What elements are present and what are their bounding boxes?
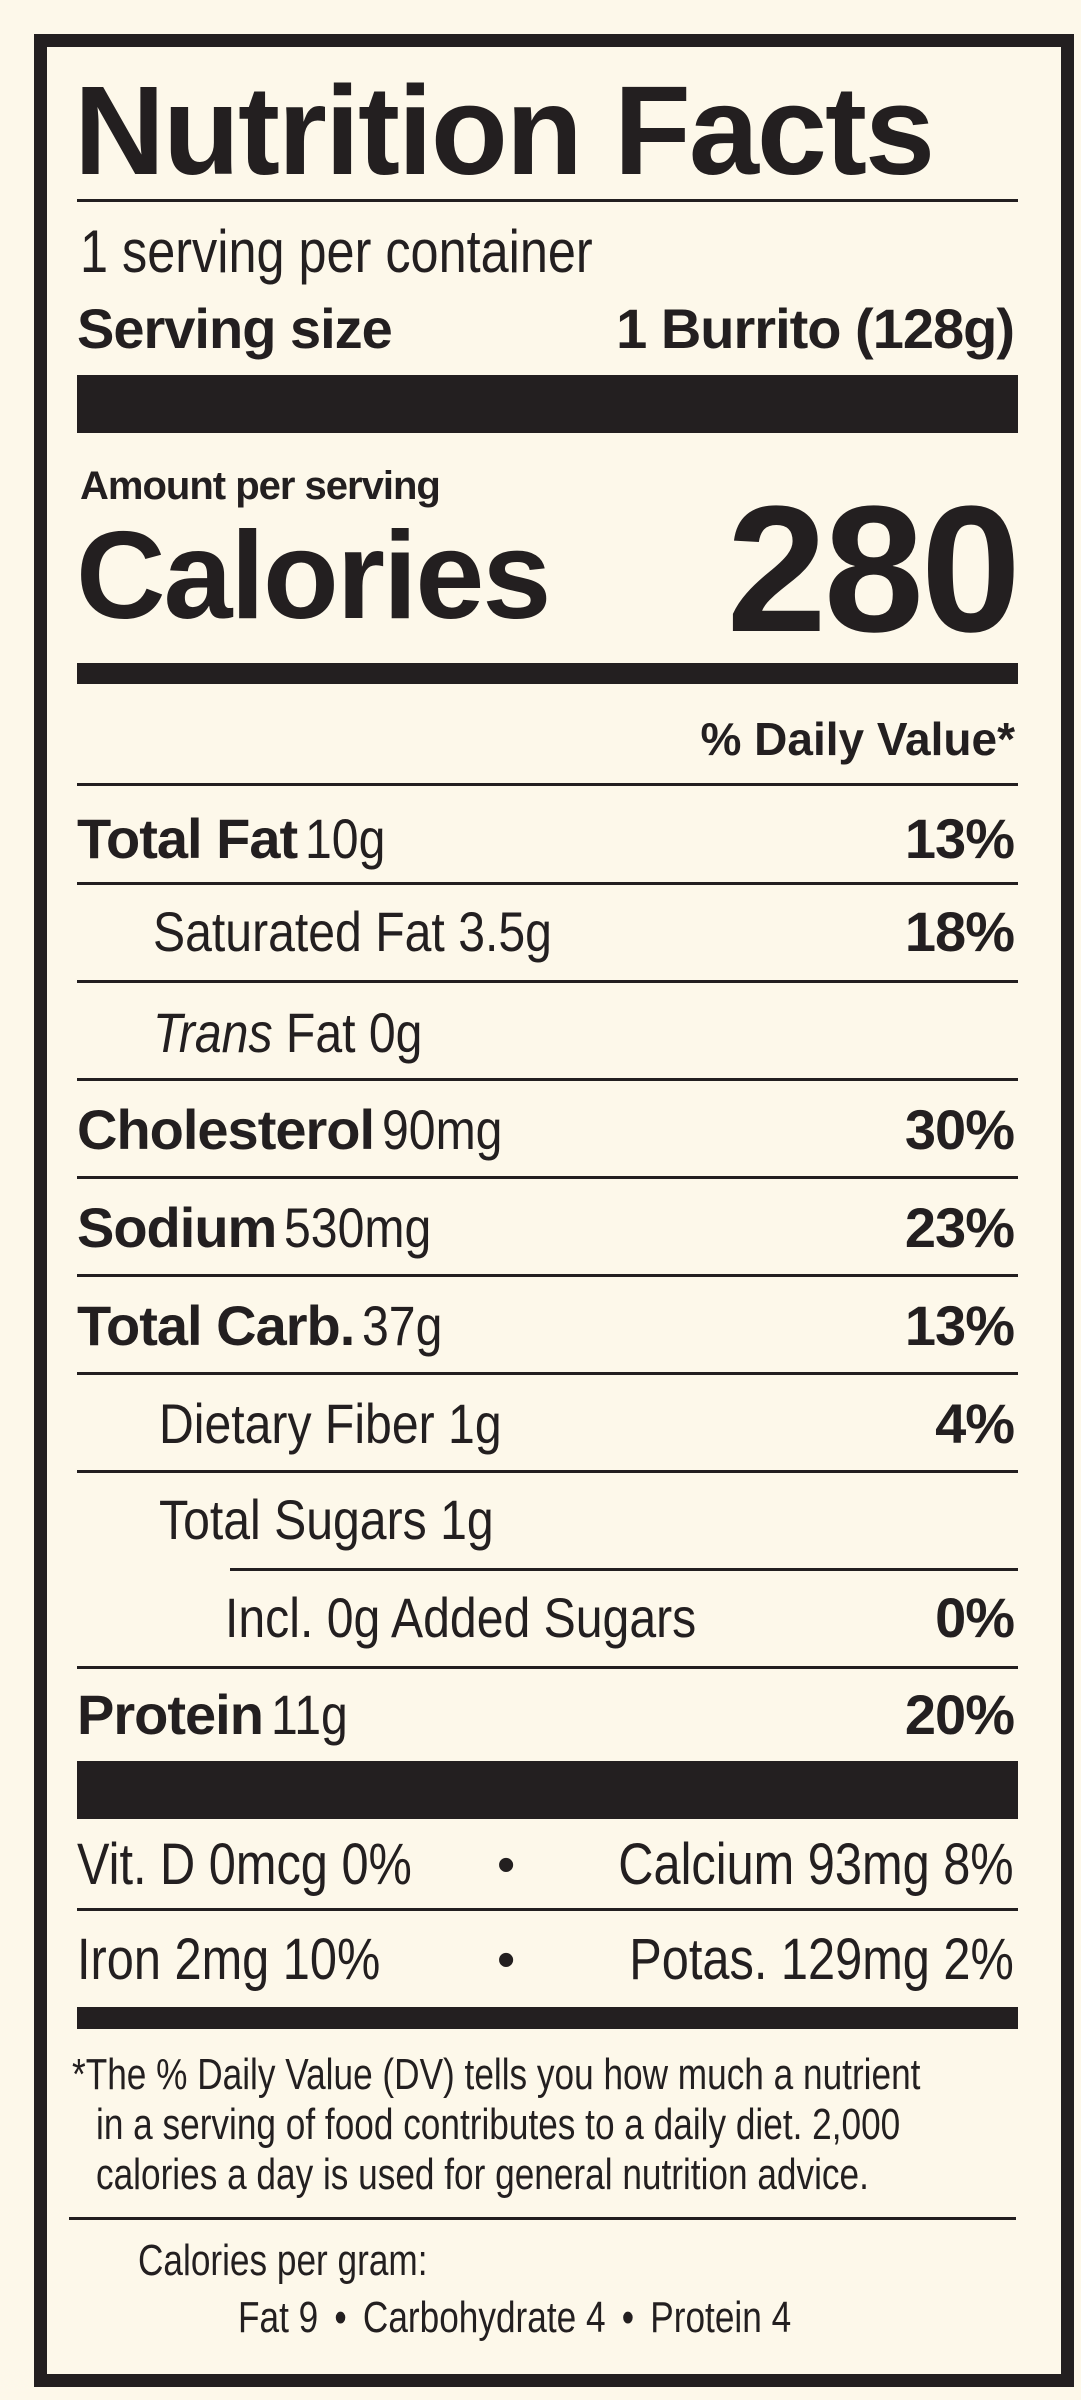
nutrient-amount: 1g [448, 1392, 502, 1455]
divider [77, 783, 1018, 786]
thick-bar-bottom [77, 2007, 1018, 2029]
nutrient-dv: 30% [904, 1098, 1015, 1161]
nutrient-label: Saturated Fat [153, 900, 445, 963]
nutrient-row-protein: Protein 11g 20% [77, 1680, 1015, 1750]
thick-bar-top [77, 375, 1018, 433]
nutrient-label: Dietary Fiber [159, 1392, 435, 1455]
label-title: Nutrition Facts [74, 60, 935, 201]
serving-size-row: Serving size 1 Burrito (128g) [77, 297, 1015, 361]
calories-per-gram-values: Fat 9 • Carbohydrate 4 • Protein 4 [238, 2294, 929, 2342]
nutrient-dv: 13% [904, 1294, 1015, 1357]
label-border [34, 34, 1074, 2387]
nutrient-amount: 3.5g [458, 900, 552, 963]
calories-value: 280 [726, 469, 1021, 670]
nutrient-amount: 11g [270, 1683, 348, 1746]
carbohydrate-calories: Carbohydrate 4 [362, 2293, 606, 2342]
micronutrient-vitamin-d: Vit. D 0mcg 0% [77, 1832, 412, 1897]
thick-bar-calories [77, 663, 1018, 684]
bullet-separator: • [334, 2293, 347, 2342]
servings-per-container: 1 serving per container [80, 222, 690, 282]
divider [77, 1470, 1018, 1473]
micronutrient-iron: Iron 2mg 10% [77, 1927, 381, 1992]
daily-value-header: % Daily Value* [700, 713, 1016, 765]
bullet-separator: • [497, 1931, 516, 1989]
divider [69, 2217, 1016, 2220]
divider [77, 1176, 1018, 1179]
footnote-line-1: *The % Daily Value (DV) tells you how mu… [72, 2051, 1081, 2099]
nutrient-amount: 90mg [382, 1098, 503, 1161]
fat-calories: Fat 9 [238, 2293, 319, 2342]
servings-text: 1 serving per container [80, 218, 593, 285]
nutrient-amount: 1g [440, 1488, 494, 1551]
divider [77, 1274, 1018, 1277]
micronutrient-row-2: Iron 2mg 10% • Potas. 129mg 2% [77, 1925, 1014, 1995]
amount-per-serving: Amount per serving [80, 464, 441, 508]
calories-per-gram-text: Calories per gram: [138, 2236, 428, 2285]
nutrient-amount: 37g [362, 1294, 443, 1357]
thick-bar-protein [77, 1761, 1018, 1819]
title-divider [77, 199, 1018, 202]
divider [230, 1568, 1018, 1571]
nutrient-row-dietary-fiber: Dietary Fiber 1g 4% [159, 1389, 1015, 1459]
footnote-line-2: in a serving of food contributes to a da… [96, 2101, 1081, 2149]
nutrient-dv: 23% [904, 1196, 1015, 1259]
nutrient-label: Total Carb. [77, 1294, 355, 1357]
divider [77, 1666, 1018, 1669]
nutrient-amount: 10g [305, 807, 386, 870]
divider [77, 980, 1018, 983]
footnote-line-3: calories a day is used for general nutri… [96, 2151, 1062, 2199]
nutrient-dv: 18% [904, 900, 1015, 963]
micronutrient-row-1: Vit. D 0mcg 0% • Calcium 93mg 8% [77, 1830, 1014, 1900]
nutrient-row-cholesterol: Cholesterol 90mg 30% [77, 1095, 1015, 1165]
calories-label: Calories [76, 507, 551, 645]
nutrient-label-italic: Trans [153, 1001, 273, 1064]
serving-size-value: 1 Burrito (128g) [616, 297, 1015, 360]
nutrient-label: Protein [77, 1683, 264, 1746]
nutrient-dv: 20% [904, 1683, 1015, 1746]
nutrient-label: Total Fat [77, 807, 298, 870]
nutrient-row-saturated-fat: Saturated Fat 3.5g 18% [153, 897, 1015, 967]
nutrient-label: Sodium [77, 1196, 277, 1259]
nutrient-label: Total Sugars [159, 1488, 427, 1551]
nutrient-row-total-sugars: Total Sugars 1g [159, 1485, 1014, 1555]
nutrient-label: Incl. 0g Added Sugars [225, 1586, 697, 1649]
nutrient-row-total-fat: Total Fat 10g 13% [77, 804, 1015, 874]
nutrient-row-sodium: Sodium 530mg 23% [77, 1193, 1015, 1263]
nutrient-label: Cholesterol [77, 1098, 375, 1161]
nutrient-dv: 13% [904, 807, 1015, 870]
calories-per-gram-label: Calories per gram: [138, 2237, 500, 2285]
nutrient-dv: 4% [935, 1392, 1015, 1455]
nutrient-row-total-carb: Total Carb. 37g 13% [77, 1291, 1015, 1361]
bullet-separator: • [497, 1836, 516, 1894]
micronutrient-potassium: Potas. 129mg 2% [629, 1927, 1014, 1992]
divider [77, 1908, 1018, 1911]
nutrient-row-added-sugars: Incl. 0g Added Sugars 0% [225, 1583, 1015, 1653]
divider [77, 1372, 1018, 1375]
micronutrient-calcium: Calcium 93mg 8% [618, 1832, 1014, 1897]
footnote-text: calories a day is used for general nutri… [96, 2150, 869, 2199]
serving-size-label: Serving size [77, 297, 393, 360]
divider [77, 882, 1018, 885]
nutrient-amount: 0g [368, 1001, 423, 1064]
nutrient-dv: 0% [935, 1586, 1015, 1649]
nutrient-amount: 530mg [284, 1196, 432, 1259]
nutrient-label: Fat [285, 1001, 356, 1064]
footnote-text: *The % Daily Value (DV) tells you how mu… [72, 2050, 921, 2099]
divider [77, 1078, 1018, 1081]
protein-calories: Protein 4 [650, 2293, 792, 2342]
footnote-text: in a serving of food contributes to a da… [96, 2100, 901, 2149]
nutrient-row-trans-fat: Trans Fat 0g [153, 998, 1014, 1068]
bullet-separator: • [621, 2293, 635, 2342]
